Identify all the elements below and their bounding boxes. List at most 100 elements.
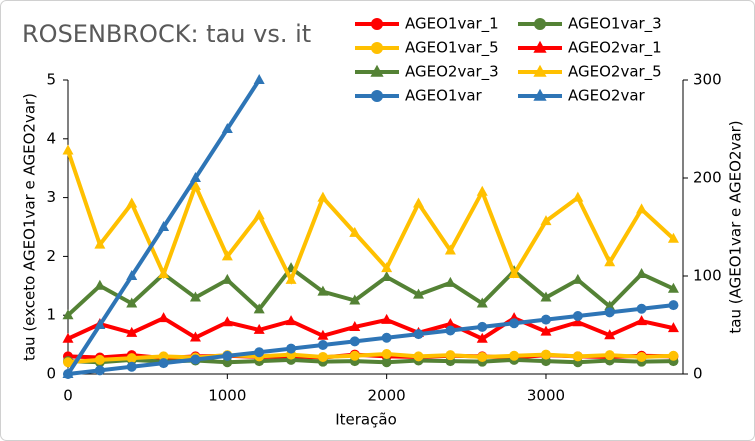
x-tick-label: 0 [63,387,73,405]
data-point [604,300,616,311]
y2-tick-label: 0 [693,365,703,383]
x-tick-label: 1000 [208,387,246,405]
legend-marker [534,18,546,30]
data-point [572,310,583,321]
data-point [221,123,233,133]
data-point [94,279,106,290]
legend-marker [370,64,384,77]
data-point [668,300,679,311]
series [63,300,679,379]
data-point [63,357,73,368]
data-point [667,232,679,243]
data-point [349,320,361,331]
data-point [285,273,297,284]
data-point [572,191,584,202]
data-point [604,256,616,267]
legend-marker [371,42,383,54]
data-point [636,315,648,326]
data-point [253,323,265,334]
y2-axis-label: tau (AGEO1var e AGEO2var) [727,120,745,333]
data-point [476,185,488,196]
data-point [381,262,393,273]
data-point [509,318,520,329]
data-point [604,350,615,361]
data-point [62,368,74,378]
data-point [349,294,361,305]
legend-label: AGEO1var [405,87,483,105]
data-point [413,197,425,208]
series [62,144,679,285]
legend-marker [533,88,547,101]
data-point [190,354,201,365]
data-point [444,276,456,287]
data-point [221,316,233,327]
legend-marker [371,90,383,102]
data-point [540,325,552,336]
y2-tick-label: 300 [693,71,722,89]
y-tick-label: 3 [46,188,56,206]
data-point [477,321,488,332]
data-point [126,353,137,364]
data-point [572,351,583,362]
legend-label: AGEO2var_5 [568,63,662,82]
data-point [668,350,679,361]
data-point [94,354,105,365]
data-point [222,350,233,361]
data-point [285,315,297,326]
data-point [126,326,138,337]
data-point [158,312,170,323]
x-tick-label: 2000 [368,387,406,405]
data-point [381,349,392,360]
data-point [445,350,456,361]
data-point [158,268,170,279]
legend-label: AGEO2var_1 [568,39,662,58]
data-point [572,273,584,284]
data-point [254,347,265,358]
legend-item: AGEO2var_1 [518,39,662,58]
series [62,74,265,378]
legend-item: AGEO1var_1 [355,15,499,34]
data-point [221,250,233,261]
legend-item: AGEO2var_3 [355,63,499,82]
data-point [444,244,456,255]
data-point [476,332,488,343]
x-axis-label: Iteração [335,411,397,429]
data-point [189,331,201,342]
data-point [253,74,265,84]
legend-label: AGEO2var_3 [405,63,499,82]
y-tick-label: 0 [46,365,56,383]
data-point [445,325,456,336]
legend-item: AGEO2var_5 [518,63,662,82]
series-line [67,315,674,341]
data-point [253,303,265,314]
data-point [189,172,201,182]
chart-title: ROSENBROCK: tau vs. it [22,20,311,48]
data-point [667,322,679,333]
data-point [604,329,616,340]
data-point [189,291,201,302]
data-point [94,238,106,249]
data-point [62,144,74,155]
legend-item: AGEO2var [518,87,646,105]
data-point [317,285,329,296]
data-point [286,343,297,354]
data-point [349,350,360,361]
data-point [540,215,552,226]
data-point [317,339,328,350]
data-point [477,351,488,362]
legend-marker [533,64,547,77]
data-point [636,351,647,362]
x-tick-label: 3000 [527,387,565,405]
data-point [189,179,201,190]
data-point [253,209,265,220]
data-point [509,350,520,361]
legend-item: AGEO1var [355,87,483,105]
series [63,349,679,368]
series-line [67,303,674,376]
data-point [540,291,552,302]
data-point [540,349,551,360]
data-point [636,303,647,314]
data-point [636,268,648,279]
